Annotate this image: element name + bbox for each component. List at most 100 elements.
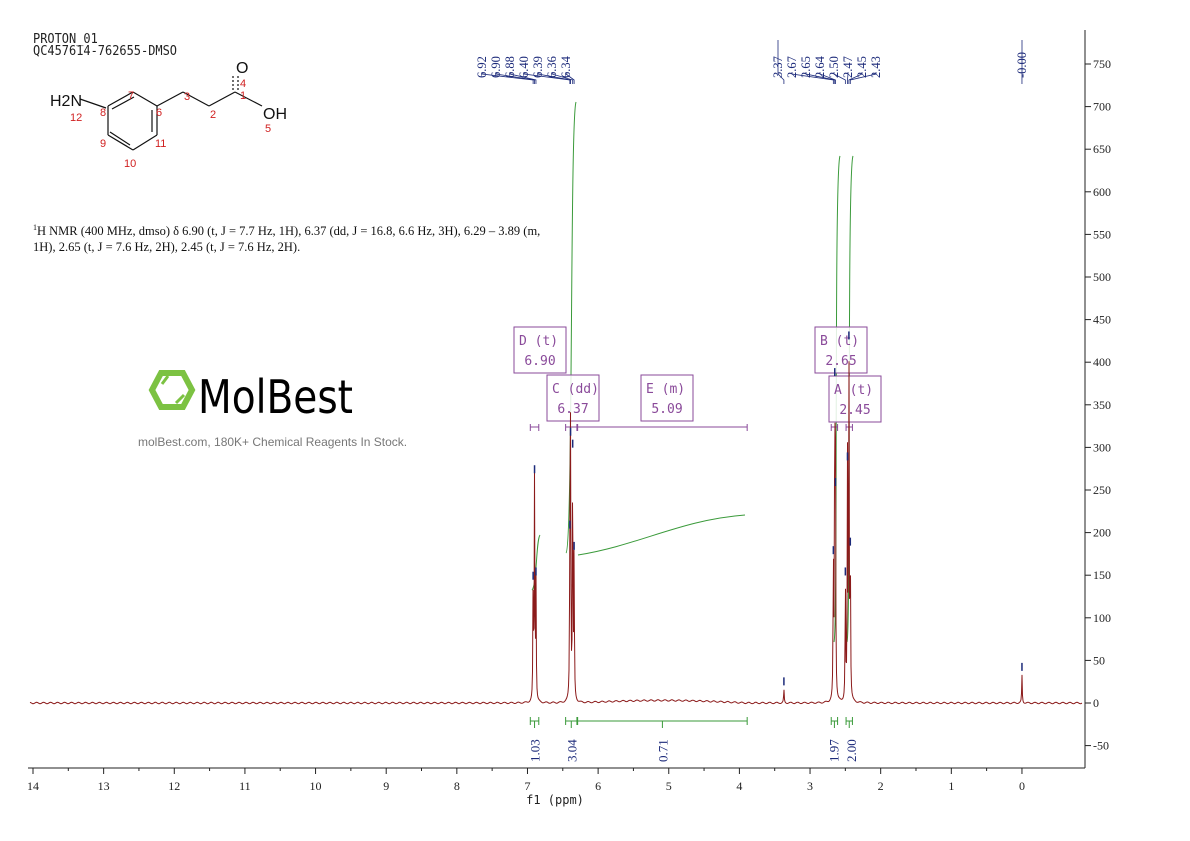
peak-label-connector — [537, 72, 571, 84]
peak-label-connector — [805, 72, 836, 84]
multiplet-label: B (t) — [820, 334, 859, 349]
peak-shift-label: 2.45 — [855, 56, 869, 78]
atom-number: 3 — [184, 91, 190, 103]
peak-label-connector — [509, 72, 537, 84]
multiplet-box — [513, 326, 567, 374]
atom-number: 2 — [210, 109, 216, 121]
atom-number: 6 — [156, 107, 162, 119]
multiplet-shift: 2.45 — [839, 403, 870, 418]
peak-shift-label: 2.47 — [841, 56, 855, 78]
atom-number: 10 — [124, 158, 136, 170]
y-tick-label: 500 — [1093, 270, 1111, 284]
x-tick-label: 11 — [239, 779, 251, 793]
integral-bar — [529, 717, 540, 728]
integral: 3.04 — [564, 717, 579, 762]
multiplet-box — [546, 374, 600, 422]
integral: 0.71 — [577, 717, 748, 762]
hydroxyl-label: OH — [263, 106, 287, 123]
integral-curve — [577, 514, 746, 556]
multiplet-annotation: C (dd) 6.37 — [546, 374, 600, 431]
multiplet-label: C (dd) — [552, 382, 599, 397]
y-tick-label: 300 — [1093, 440, 1111, 454]
integral-bar — [565, 717, 578, 728]
multiplet-annotation: E (m) 5.09 — [577, 374, 748, 431]
integral-value: 1.97 — [826, 739, 841, 762]
molbest-logo-icon — [148, 370, 196, 410]
y-tick-label: 450 — [1093, 313, 1111, 327]
multiplet-box — [814, 326, 868, 374]
x-tick-label: 0 — [1019, 779, 1025, 793]
nmr-description: 1H NMR (400 MHz, dmso) δ 6.90 (t, J = 7.… — [33, 220, 553, 255]
integral-bar — [577, 717, 748, 728]
integral-bar — [845, 717, 853, 728]
y-tick-label: 550 — [1093, 227, 1111, 241]
integral: 1.03 — [528, 717, 543, 762]
y-tick-label: 0 — [1093, 696, 1099, 710]
x-tick-label: 14 — [27, 779, 39, 793]
x-tick-label: 3 — [807, 779, 813, 793]
peak-label-connector — [847, 72, 849, 84]
x-tick-label: 12 — [168, 779, 180, 793]
atom-number: 12 — [70, 112, 82, 124]
molecule-structure — [79, 75, 263, 151]
y-tick-label: 700 — [1093, 100, 1111, 114]
multiplet-range — [565, 424, 578, 431]
experiment-name: PROTON_01 — [33, 32, 98, 47]
multiplet-range — [830, 424, 839, 431]
peak-label-connector — [791, 72, 834, 84]
x-tick-label: 4 — [736, 779, 742, 793]
x-tick-label: 2 — [878, 779, 884, 793]
x-tick-label: 1 — [948, 779, 954, 793]
peak-label-connector — [819, 72, 836, 84]
peak-shift-label: 2.50 — [827, 56, 841, 78]
peak-label-connector — [523, 72, 571, 84]
y-tick-label: 750 — [1093, 57, 1111, 71]
multiplet-shift: 2.65 — [825, 354, 856, 369]
y-tick-label: 600 — [1093, 185, 1111, 199]
x-tick-label: 9 — [383, 779, 389, 793]
y-tick-label: 200 — [1093, 526, 1111, 540]
isotope-superscript: 1 — [33, 223, 37, 232]
x-tick-label: 6 — [595, 779, 601, 793]
integral-bar — [830, 717, 839, 728]
integral-value: 3.04 — [564, 739, 579, 762]
integral-value: 1.03 — [528, 739, 543, 762]
multiplet-shift: 6.90 — [524, 354, 555, 369]
peak-shift-label: 6.90 — [489, 56, 503, 78]
peak-shift-label: 6.34 — [559, 55, 573, 78]
x-tick-label: 7 — [524, 779, 530, 793]
carbonyl-oxygen-label: O — [236, 60, 248, 77]
sample-id: QC457614-762655-DMSO — [33, 44, 178, 59]
integral: 2.00 — [844, 717, 859, 762]
peak-label-connector — [565, 72, 575, 84]
y-tick-label: 350 — [1093, 398, 1111, 412]
x-axis-label: f1 (ppm) — [526, 793, 584, 807]
integral-value: 0.71 — [655, 739, 670, 762]
amine-label: H2N — [50, 93, 82, 110]
multiplet-label: E (m) — [646, 382, 685, 397]
integral-curve — [531, 534, 541, 591]
atom-number: 5 — [265, 123, 271, 135]
multiplet-shift: 5.09 — [651, 402, 682, 417]
x-tick-label: 10 — [310, 779, 322, 793]
peak-shift-label: 6.92 — [475, 56, 489, 78]
atom-number: 11 — [155, 138, 166, 150]
peak-shift-label: 2.64 — [813, 55, 827, 78]
y-tick-label: 400 — [1093, 355, 1111, 369]
multiplet-box — [640, 374, 694, 422]
peak-label-connector — [849, 72, 877, 84]
nmr-description-text: H NMR (400 MHz, dmso) δ 6.90 (t, J = 7.7… — [33, 224, 541, 255]
integral-value: 2.00 — [844, 739, 859, 762]
atom-number: 7 — [128, 90, 134, 102]
y-tick-label: 150 — [1093, 568, 1111, 582]
peak-shift-label: 2.67 — [785, 56, 799, 78]
integral: 1.97 — [826, 717, 841, 762]
y-tick-label: -50 — [1093, 739, 1109, 753]
peak-shift-label: 6.39 — [531, 56, 545, 78]
multiplet-shift: 6.37 — [557, 402, 588, 417]
y-tick-label: 650 — [1093, 142, 1111, 156]
peak-shift-label: 6.40 — [517, 56, 531, 78]
integral-curve — [565, 101, 577, 554]
peak-shift-label: 2.43 — [869, 56, 883, 78]
